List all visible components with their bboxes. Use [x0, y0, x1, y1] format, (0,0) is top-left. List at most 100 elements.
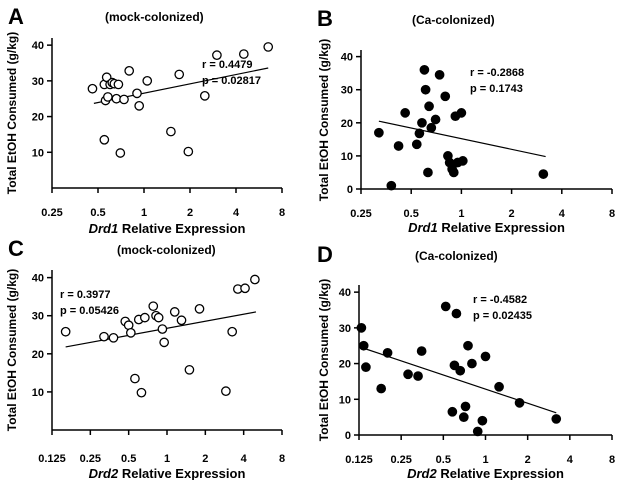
data-point [176, 315, 187, 326]
x-tick-label: 2 [202, 453, 208, 465]
p-value: p = 0.02817 [202, 75, 261, 87]
r-value: r = 0.3977 [60, 289, 110, 301]
x-tick-label: 0.125 [38, 453, 66, 465]
y-tick-label: 10 [339, 394, 351, 406]
x-axis-label-text: Relative Expression [118, 466, 245, 480]
y-axis-label: Total EtOH Consumed (g/kg) [5, 32, 19, 194]
x-tick-label: 4 [567, 454, 574, 466]
data-point [417, 117, 427, 128]
regression-line [378, 120, 546, 158]
x-tick-label: 0.5 [404, 208, 419, 220]
data-point [419, 65, 430, 75]
x-tick-label: 0.5 [121, 453, 136, 465]
data-point [480, 351, 491, 362]
data-point [551, 414, 562, 424]
x-axis-label: Drd2 Relative Expression [89, 466, 246, 480]
data-point [451, 308, 462, 319]
y-tick-label: 30 [339, 323, 351, 335]
x-tick-label: 0.25 [80, 453, 101, 465]
x-axis-label-gene: Drd2 [407, 466, 437, 480]
data-point [153, 312, 164, 323]
y-tick-label: 0 [347, 184, 353, 196]
x-tick-label: 1 [458, 208, 464, 220]
data-point [136, 387, 147, 398]
x-tick-label: 0.25 [350, 208, 371, 220]
data-point [184, 364, 195, 375]
x-tick-label: 2 [525, 454, 531, 466]
data-point [130, 373, 140, 384]
panel-letter: C [8, 236, 24, 261]
data-point [494, 381, 504, 392]
data-point [447, 406, 458, 417]
data-point [169, 307, 180, 317]
data-point [238, 49, 249, 59]
x-axis-label: Drd1 Relative Expression [408, 220, 565, 235]
data-point [142, 76, 153, 86]
data-point [440, 301, 451, 312]
panel-a: A (mock-colonized) 10 20 30 40 0.25 0.5 1 2 4 8 Drd1… [5, 4, 285, 236]
x-tick-label: 8 [279, 207, 285, 219]
x-axis-label-gene: Drd1 [89, 221, 119, 236]
panel-letter: D [317, 242, 333, 267]
x-tick-label: 4 [241, 453, 248, 465]
x-tick-label: 0.25 [390, 454, 411, 466]
data-point [240, 283, 250, 294]
data-point [386, 180, 397, 191]
y-tick-label: 40 [339, 287, 351, 299]
panel-c: C (mock-colonized) 10 20 30 40 0.125 0.25 0.5 1 2 4… [5, 236, 285, 480]
x-axis-label-text: Relative Expression [438, 220, 565, 235]
x-tick-label: 1 [164, 453, 170, 465]
data-point [456, 108, 467, 118]
data-point [538, 169, 549, 179]
panel-title: (Ca-colonized) [415, 249, 498, 263]
panel-letter: B [317, 6, 333, 31]
data-point [87, 83, 98, 94]
data-point [356, 323, 367, 333]
y-axis-label: Total EtOH Consumed (g/kg) [317, 279, 331, 441]
data-point [212, 50, 222, 60]
data-point [467, 358, 477, 369]
x-tick-label: 0.125 [345, 454, 373, 466]
panel-title: (mock-colonized) [117, 243, 216, 257]
x-tick-label: 1 [141, 207, 147, 219]
data-point [403, 369, 413, 380]
x-tick-label: 4 [559, 208, 566, 220]
data-point [183, 146, 194, 157]
x-axis-label-gene: Drd2 [89, 466, 119, 480]
data-point [440, 91, 451, 102]
data-point [472, 426, 483, 437]
x-tick-label: 8 [279, 453, 285, 465]
x-axis-label-text: Relative Expression [437, 466, 564, 480]
data-point [119, 94, 129, 105]
data-point [460, 401, 471, 412]
x-tick-label: 8 [609, 454, 615, 466]
data-point [134, 101, 145, 111]
x-tick-label: 2 [509, 208, 515, 220]
x-axis-label-text: Relative Expression [118, 221, 245, 236]
data-point [448, 167, 459, 178]
panel-letter: A [8, 4, 24, 29]
x-axis-label: Drd2 Relative Expression [407, 466, 564, 480]
r-value: r = -0.2868 [470, 67, 524, 79]
y-tick-label: 10 [32, 387, 44, 399]
data-point [358, 340, 369, 351]
data-point [157, 324, 168, 334]
data-point [382, 348, 393, 358]
data-point [132, 88, 142, 99]
x-tick-label: 0.5 [436, 454, 451, 466]
x-tick-label: 0.5 [90, 207, 105, 219]
data-point [113, 79, 124, 90]
y-tick-label: 10 [32, 147, 44, 159]
data-point [414, 128, 425, 139]
data-point [99, 331, 109, 342]
data-point [449, 360, 460, 371]
data-point [393, 141, 404, 151]
x-axis-label-gene: Drd1 [408, 220, 438, 235]
y-tick-label: 30 [341, 85, 353, 97]
panel-d: D (Ca-colonized) 0 10 20 30 40 0.125 0.25 0.5 1 2 4 8… [317, 242, 615, 480]
data-point [263, 42, 274, 52]
x-tick-label: 0.25 [41, 207, 62, 219]
data-point [361, 362, 371, 372]
x-tick-label: 1 [482, 454, 488, 466]
